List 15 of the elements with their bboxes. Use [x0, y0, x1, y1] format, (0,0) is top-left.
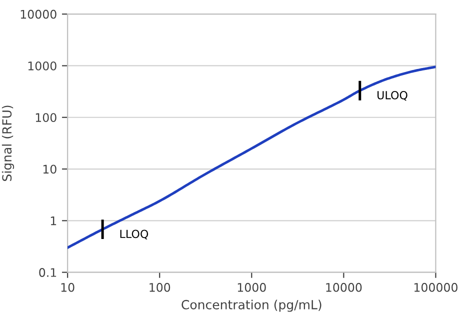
y-tick-label: 100 [36, 113, 56, 122]
x-tick-label: 100000 [414, 282, 458, 292]
y-tick-label: 1000 [28, 61, 56, 70]
x-tick-label: 1000 [238, 282, 266, 292]
annotation: LLOQ [120, 230, 148, 240]
x-axis-title: Concentration (pg/mL) [182, 300, 322, 312]
x-tick-label: 100 [150, 282, 170, 292]
x-tick-label: 10 [61, 282, 74, 292]
y-tick-label: 1 [50, 216, 56, 226]
y-tick-label: 10 [43, 164, 56, 174]
x-tick-label: 10000 [326, 282, 362, 292]
annotation: ULOQ [378, 90, 408, 101]
y-tick-label: 10000 [20, 10, 56, 19]
y-axis-title: Signal (RFU) [2, 106, 14, 181]
y-tick-label: 0.1 [39, 268, 56, 277]
